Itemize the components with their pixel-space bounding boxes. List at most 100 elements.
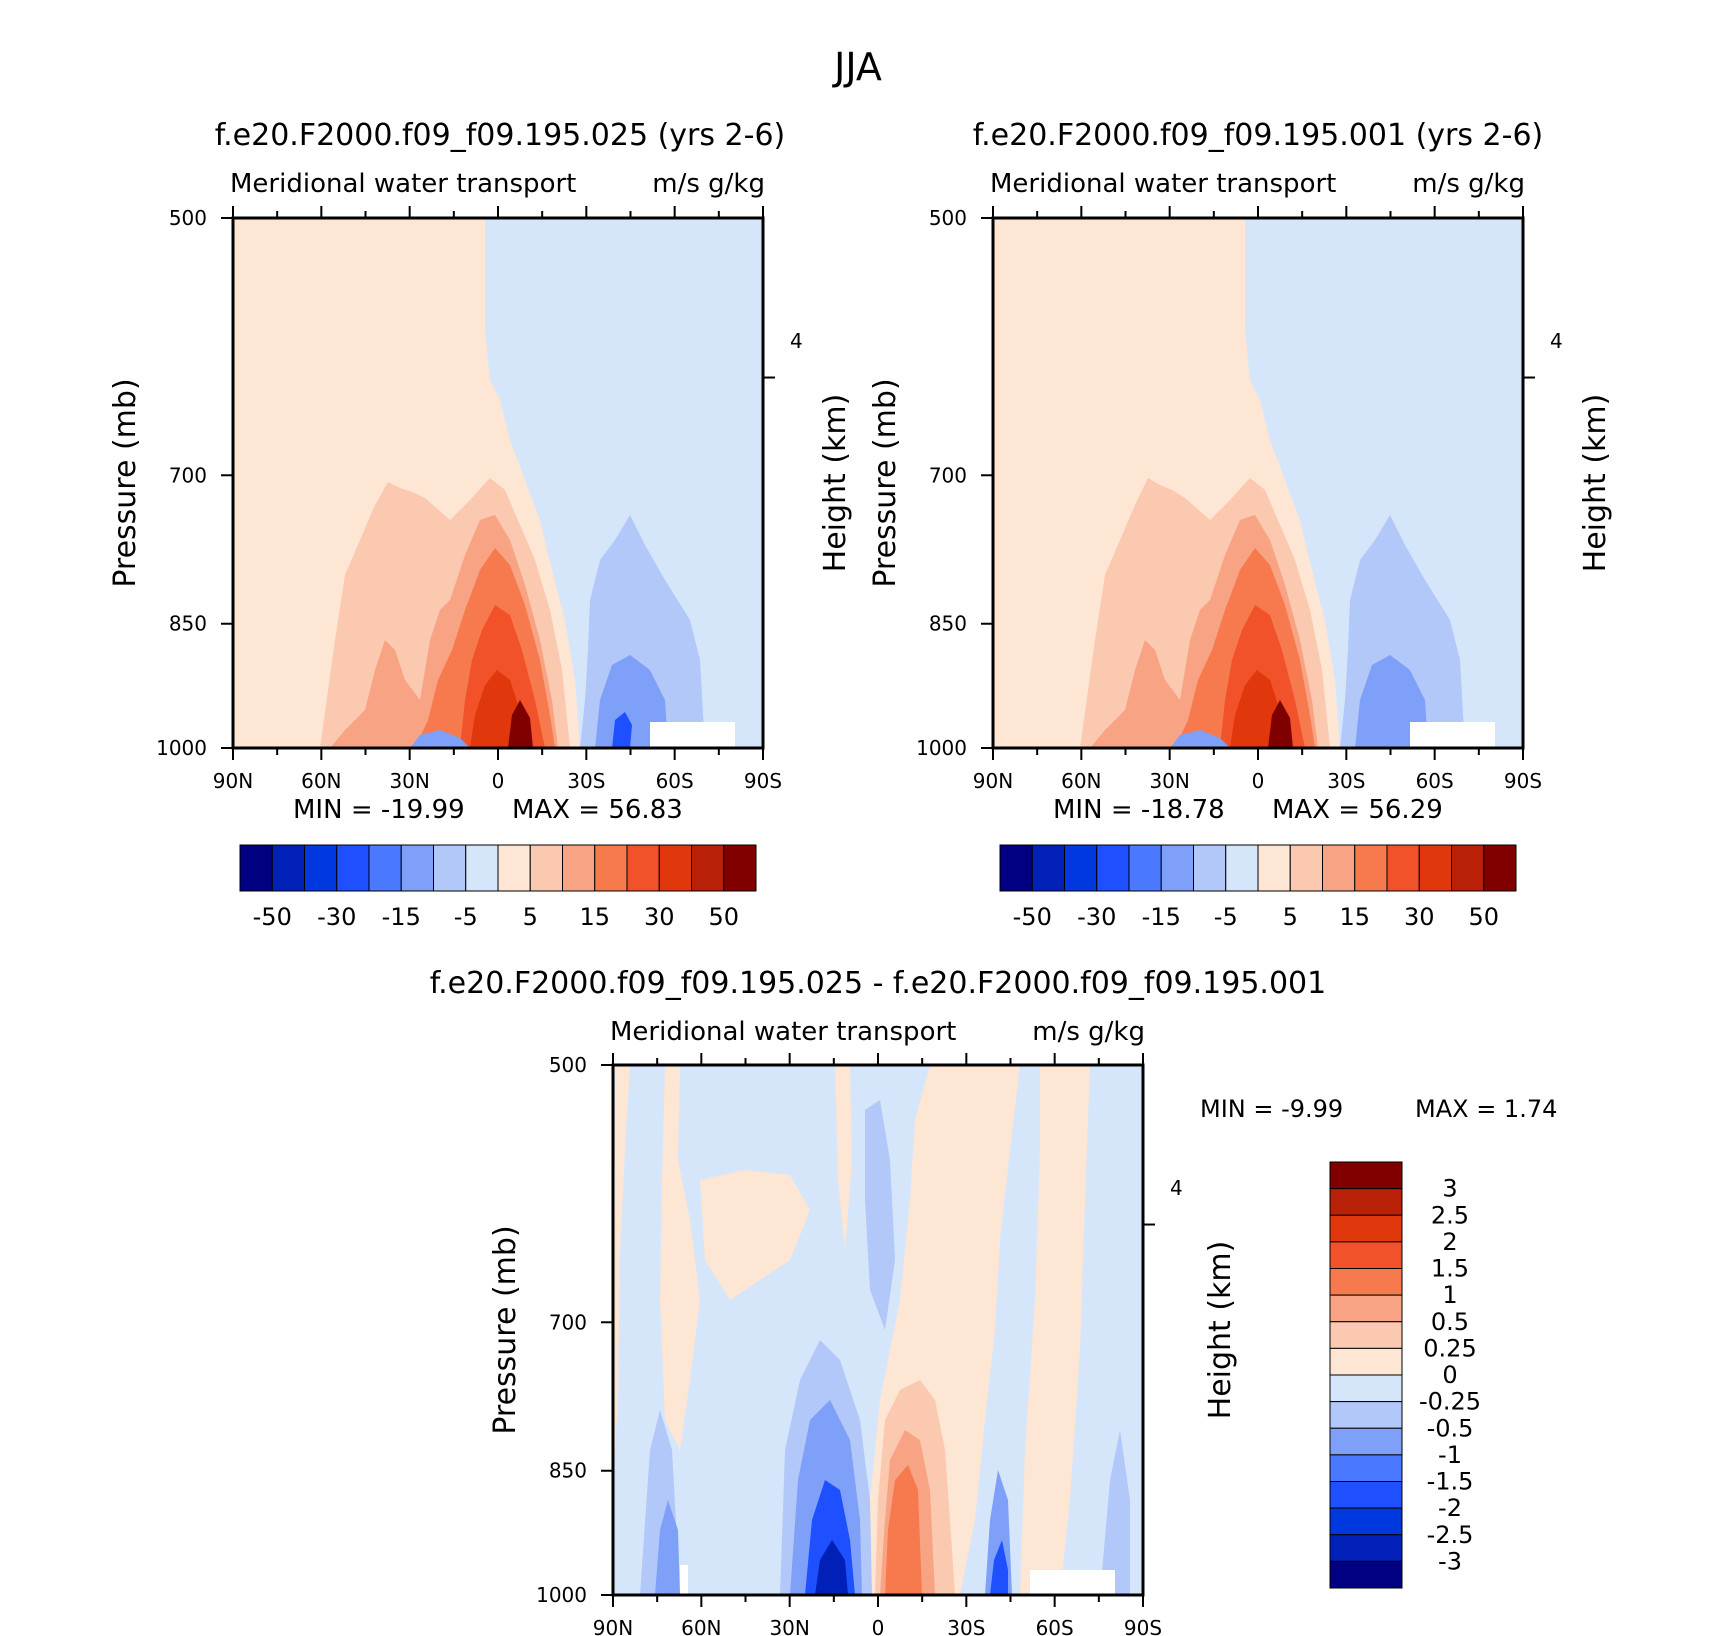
panel-3-colorbar-label: -1 (1438, 1441, 1462, 1469)
panel-1-colorbar-box (626, 844, 660, 892)
panel-1-colorbar-label: -30 (317, 903, 356, 931)
panel-3-subtitle-right: m/s g/kg (1032, 1017, 1145, 1047)
panel-3: f.e20.F2000.f09_f09.195.025 - f.e20.F200… (430, 966, 1558, 1636)
panel-3-title: f.e20.F2000.f09_f09.195.025 - f.e20.F200… (430, 966, 1326, 1001)
panel-2-colorbar-box (1418, 844, 1452, 892)
panel-1-colorbar-label: -5 (454, 903, 478, 931)
panel-1-colorbar-box (594, 844, 628, 892)
panel-2-contour-max (1268, 700, 1293, 748)
panel-3-colorbar-label: 2 (1442, 1228, 1457, 1256)
panel-2-x-tick-label: 0 (1252, 769, 1265, 793)
panel-1-colorbar-box (691, 844, 725, 892)
panel-3-colorbar-label: 3 (1442, 1175, 1457, 1203)
panel-1-y-tick-label: 850 (169, 612, 207, 636)
panel-1-colorbar-box (723, 844, 757, 892)
panel-1-colorbar-label: 30 (644, 903, 675, 931)
panel-3-neg-edge (1100, 1430, 1130, 1595)
panel-1-max-label: MAX = 56.83 (512, 795, 683, 825)
panel-3-neg-upper (865, 1100, 895, 1330)
panel-3-band-pos-a (614, 1065, 630, 1470)
panel-3-neg-south-deep (990, 1540, 1008, 1595)
panel-1-x-tick-label: 90S (744, 769, 782, 793)
panel-2-colorbar-box (1031, 844, 1065, 892)
panel-2-title: f.e20.F2000.f09_f09.195.001 (yrs 2-6) (973, 118, 1543, 153)
page-title: JJA (832, 45, 882, 89)
panel-3-band-pos-b (660, 1065, 700, 1450)
panel-2-colorbar-label: 5 (1283, 903, 1298, 931)
panel-2-y-tick-label: 1000 (916, 736, 967, 760)
panel-3-colorbar-label: 1 (1442, 1281, 1457, 1309)
panel-2-y-ticks: 500 700 850 1000 (916, 206, 1535, 760)
panel-2-colorbar-box (1193, 844, 1227, 892)
panel-3-colorbar-box (1329, 1507, 1403, 1536)
panel-3-colorbar-label: -1.5 (1427, 1468, 1474, 1496)
panel-1-colorbar-box (271, 844, 305, 892)
panel-2-colorbar-box (1451, 844, 1485, 892)
panel-1-y-tick-label: 700 (169, 463, 207, 487)
panel-2-y-tick-label: 850 (929, 612, 967, 636)
panel-1-min-label: MIN = -19.99 (293, 795, 465, 825)
panel-1-y-right-tick-label: 4 (790, 329, 803, 353)
panel-3-colorbar-label: 0 (1442, 1361, 1457, 1389)
panel-1-x-tick-label: 60N (301, 769, 341, 793)
panel-3-field (613, 1065, 1143, 1595)
panel-3-band-pos-c (700, 1170, 810, 1300)
panel-3-min-label: MIN = -9.99 (1200, 1095, 1343, 1123)
panel-3-x-tick-label: 30N (769, 1616, 809, 1636)
panel-1-neg-contour-30 (612, 712, 632, 748)
panel-3-colorbar-label: 0.5 (1431, 1308, 1469, 1336)
panel-3-colorbar-label: -3 (1438, 1547, 1462, 1575)
panel-1-x-tick-label: 60S (656, 769, 694, 793)
panel-1-y-tick-label: 1000 (156, 736, 207, 760)
panel-2-x-tick-label: 30N (1149, 769, 1189, 793)
panel-2-colorbar-label: -50 (1013, 903, 1052, 931)
panel-1-colorbar-box (529, 844, 563, 892)
panel-2-subtitle-left: Meridional water transport (990, 169, 1336, 199)
panel-3-colorbar-box (1329, 1241, 1403, 1269)
panel-1-x-tick-label: 30N (389, 769, 429, 793)
panel-3-x-tick-label: 30S (947, 1616, 985, 1636)
panel-2-min-label: MIN = -18.78 (1053, 795, 1225, 825)
panel-2-colorbar-label: -5 (1214, 903, 1238, 931)
panel-3-colorbar-label: 1.5 (1431, 1255, 1469, 1283)
panel-3-colorbar-box (1329, 1214, 1403, 1243)
panel-2-colorbar-box (1386, 844, 1420, 892)
panel-3-band-pos-e (1020, 1065, 1090, 1595)
panel-3-x-tick-label: 90S (1124, 1616, 1162, 1636)
panel-3-y-tick-label: 850 (549, 1459, 587, 1483)
panel-3-colorbar-box (1329, 1427, 1403, 1456)
panel-2-near-eq-negative (1170, 730, 1230, 748)
panel-1-colorbar-box (304, 844, 338, 892)
panel-3-colorbar-box (1329, 1560, 1403, 1589)
panel-2-subtitle-right: m/s g/kg (1412, 169, 1525, 199)
panel-1-colorbar-box (497, 844, 531, 892)
panel-3-y-tick-label: 1000 (536, 1583, 587, 1607)
panel-3-x-tick-label: 60S (1036, 1616, 1074, 1636)
panel-3-x-ticks: 90N 60N 30N 0 30S 60S 90S (593, 1053, 1162, 1636)
panel-2-colorbar-box (1064, 844, 1098, 892)
panel-2-colorbar-box (1289, 844, 1323, 892)
panel-3-colorbar-box (1329, 1321, 1403, 1349)
panel-1-colorbar-label: 50 (708, 903, 739, 931)
panel-3-neg-nh (655, 1500, 680, 1595)
panel-2-x-tick-label: 60N (1061, 769, 1101, 793)
panel-2-colorbar-box (1322, 844, 1356, 892)
panel-1-colorbar-box (433, 844, 467, 892)
panel-3-pos-15 (885, 1465, 922, 1595)
panel-2-y-right-axis-label: Height (km) (1578, 394, 1613, 573)
panel-1-x-tick-label: 30S (567, 769, 605, 793)
panel-2-colorbar-box (999, 844, 1033, 892)
panel-1-colorbar (239, 844, 757, 892)
panel-2-colorbar-labels: -50 -30 -15 -5 5 15 30 50 (1013, 903, 1499, 931)
panel-2: f.e20.F2000.f09_f09.195.001 (yrs 2-6) Me… (868, 118, 1613, 931)
panel-3-y-axis-label: Pressure (mb) (488, 1225, 523, 1434)
panel-3-colorbar-label: -0.5 (1427, 1414, 1474, 1442)
panel-1-colorbar-label: -15 (382, 903, 421, 931)
panel-3-colorbar-box (1329, 1188, 1403, 1216)
panel-2-y-right-tick-label: 4 (1550, 329, 1563, 353)
panel-1-x-ticks: 90N 60N 30N 0 30S 60S 90S (213, 206, 782, 793)
panel-2-colorbar-label: -15 (1142, 903, 1181, 931)
panel-3-colorbar-box (1329, 1481, 1403, 1509)
panel-2-x-tick-label: 90N (973, 769, 1013, 793)
panel-2-colorbar-box (1354, 844, 1388, 892)
